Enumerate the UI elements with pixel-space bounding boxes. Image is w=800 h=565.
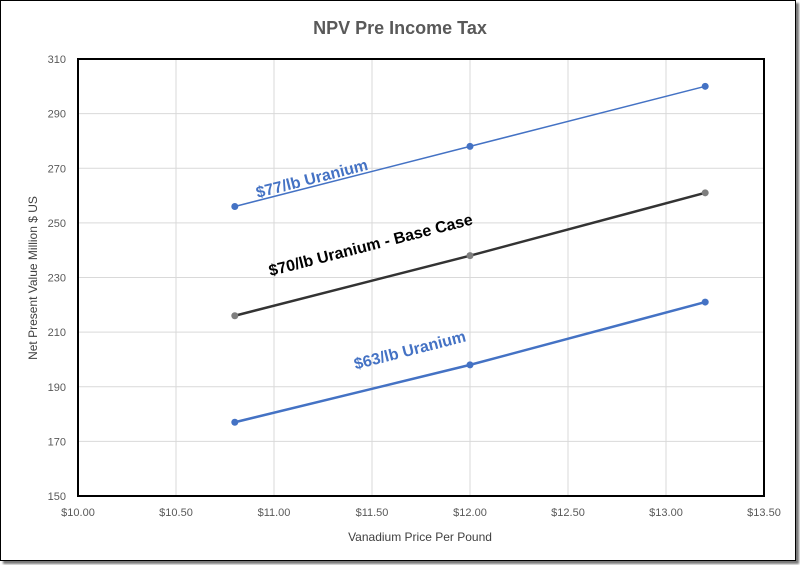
data-point: [701, 82, 709, 90]
data-point: [466, 361, 474, 369]
y-tick-label: 150: [48, 491, 66, 503]
data-point: [701, 298, 709, 306]
x-tick-label: $13.50: [747, 507, 781, 519]
data-point: [231, 312, 239, 320]
x-tick-label: $12.00: [453, 507, 487, 519]
data-point: [231, 418, 239, 426]
series-annotation: $70/lb Uranium - Base Case: [267, 212, 475, 280]
y-tick-label: 250: [48, 218, 66, 230]
y-tick-label: 230: [48, 273, 66, 285]
x-tick-label: $11.00: [258, 507, 291, 519]
data-point: [231, 202, 239, 210]
data-point: [466, 252, 474, 260]
x-tick-label: $10.00: [61, 507, 95, 519]
y-tick-label: 270: [48, 163, 66, 175]
y-tick-label: 190: [48, 382, 66, 394]
data-point: [701, 189, 709, 197]
y-tick-label: 290: [48, 109, 66, 121]
x-axis-label: Vanadium Price Per Pound: [348, 530, 492, 544]
series-annotation: $63/lb Uranium: [352, 329, 467, 374]
plot-area-border: [77, 58, 765, 497]
chart-title: NPV Pre Income Tax: [313, 18, 487, 38]
x-tick-label: $11.50: [356, 507, 389, 519]
y-tick-label: 310: [48, 54, 66, 66]
data-point: [466, 142, 474, 150]
y-tick-label: 210: [48, 327, 66, 339]
y-tick-label: 170: [48, 436, 66, 448]
x-tick-label: $12.50: [551, 507, 585, 519]
x-tick-label: $10.50: [159, 507, 193, 519]
x-tick-label: $13.00: [649, 507, 683, 519]
series-annotation: $77/lb Uranium: [254, 157, 369, 202]
